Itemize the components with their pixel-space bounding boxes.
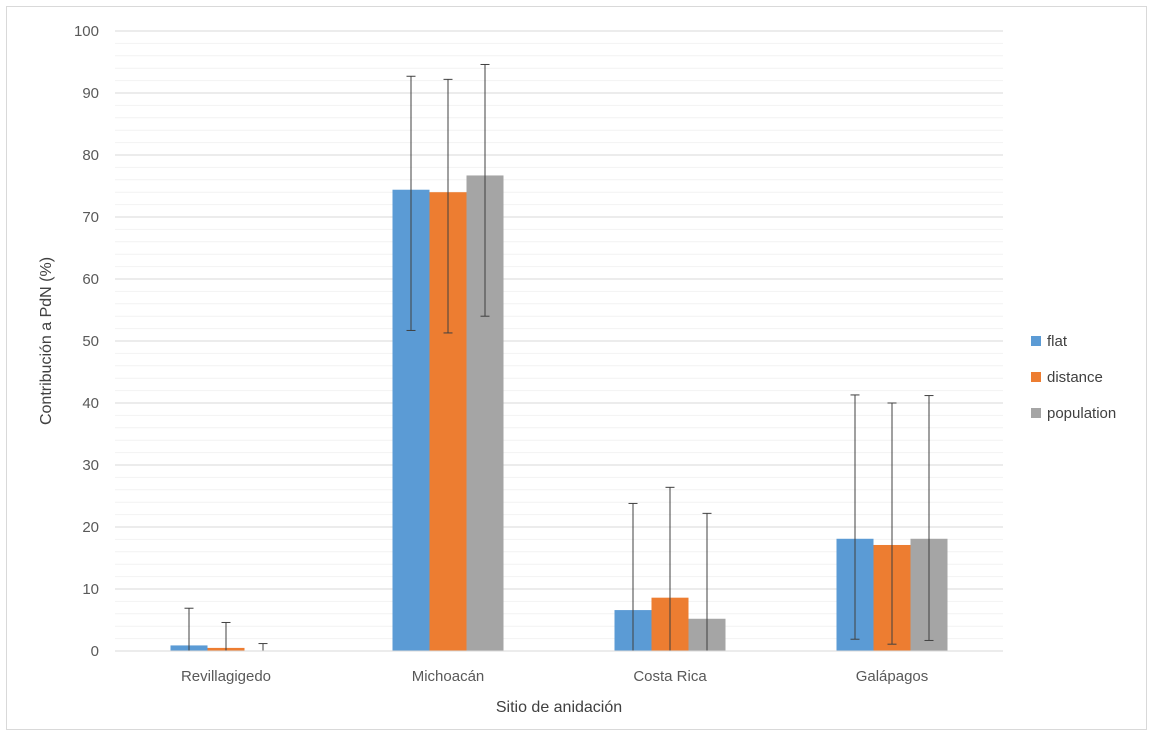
error-bars [184, 63, 934, 652]
bars [170, 175, 948, 651]
y-tick-label: 100 [74, 23, 99, 40]
legend-label: population [1047, 405, 1116, 422]
y-tick-label: 80 [82, 147, 99, 164]
legend-swatch [1031, 372, 1041, 382]
x-tick-label: Galápagos [856, 668, 929, 685]
x-tick-labels: Revillagigedo Michoacán Costa Rica Galápago… [181, 668, 928, 685]
bar-chart: 0 10 20 30 40 50 60 70 80 90 100 Revillagigedo Mich… [38, 23, 1116, 716]
y-tick-label: 90 [82, 85, 99, 102]
y-tick-label: 0 [91, 643, 99, 660]
y-tick-labels: 0 10 20 30 40 50 60 70 80 90 100 [74, 23, 99, 660]
x-tick-label: Revillagigedo [181, 668, 271, 685]
y-axis-title: Contribución a PdN (%) [38, 257, 55, 425]
y-tick-label: 30 [82, 457, 99, 474]
legend-swatch [1031, 408, 1041, 418]
legend-swatch [1031, 336, 1041, 346]
y-tick-label: 20 [82, 519, 99, 536]
legend-label: flat [1047, 333, 1068, 350]
y-tick-label: 10 [82, 581, 99, 598]
legend: flat distance population [1031, 333, 1116, 422]
x-axis-title: Sitio de anidación [496, 699, 622, 716]
legend-label: distance [1047, 369, 1103, 386]
y-tick-label: 70 [82, 209, 99, 226]
y-tick-label: 50 [82, 333, 99, 350]
x-tick-label: Costa Rica [633, 668, 707, 685]
y-tick-label: 40 [82, 395, 99, 412]
y-tick-label: 60 [82, 271, 99, 288]
x-tick-label: Michoacán [412, 668, 485, 685]
chart-frame: 0 10 20 30 40 50 60 70 80 90 100 Revillagigedo Mich… [6, 6, 1147, 730]
